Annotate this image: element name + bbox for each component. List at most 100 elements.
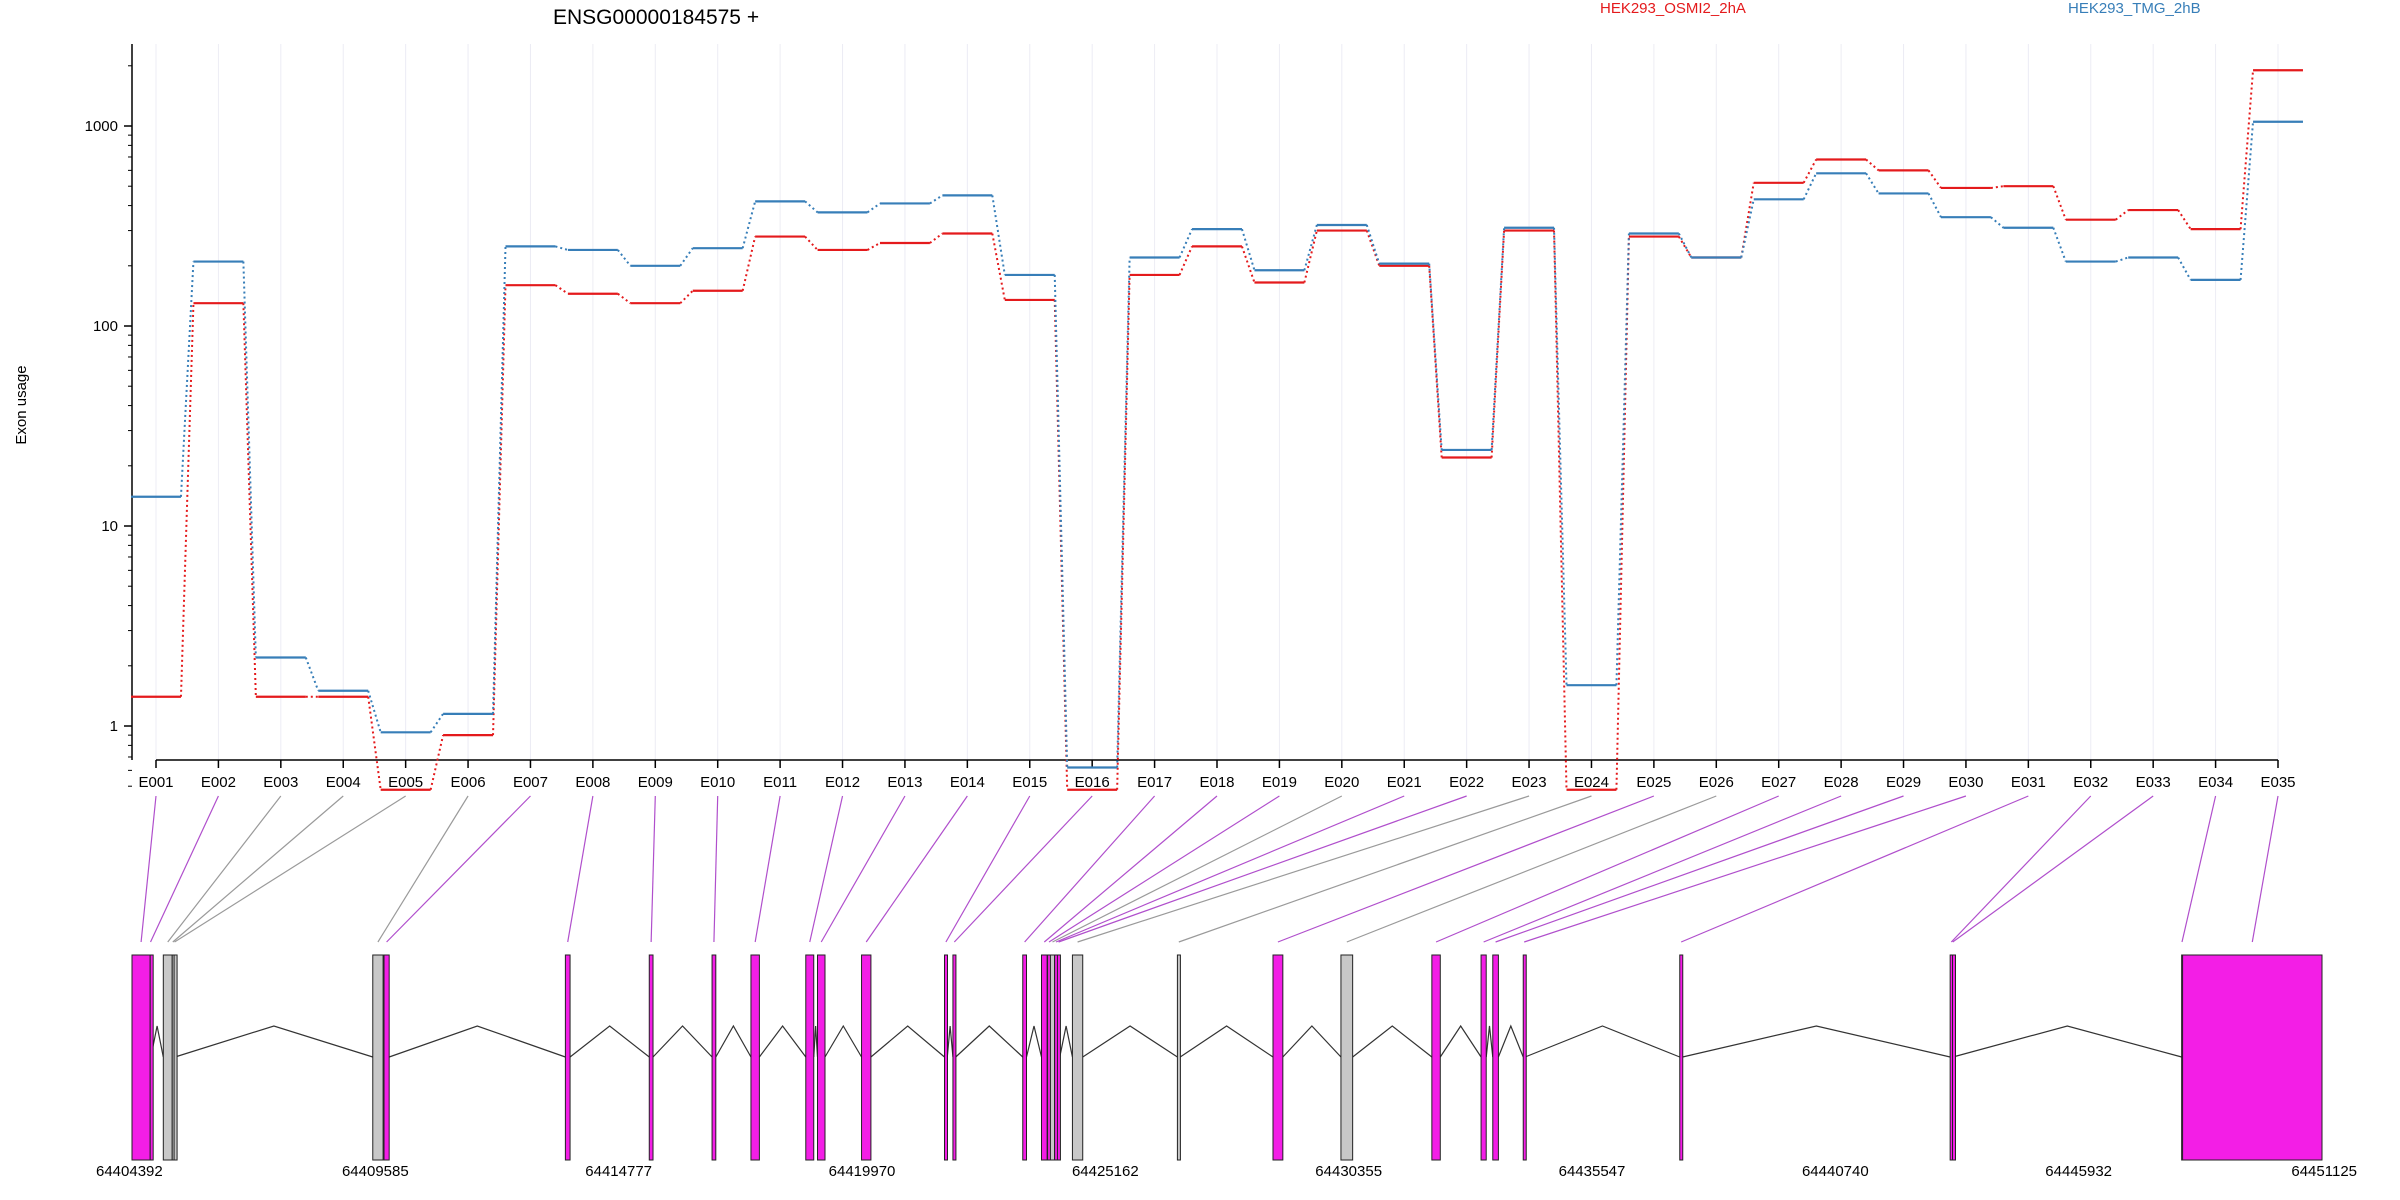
intron-line <box>174 1025 373 1058</box>
intron-line <box>1497 1024 1524 1058</box>
series-connector <box>1865 172 1880 194</box>
exon-link <box>820 795 906 943</box>
series-connector <box>867 242 881 251</box>
x-tick-label: E034 <box>2198 774 2233 791</box>
intron-line <box>1059 1025 1074 1058</box>
y-tick-label: 10 <box>101 518 118 535</box>
series-connector <box>1116 274 1131 790</box>
axes: 1 10 100 1000 E001 E002 E003 E004 E005 E006 E007 E0… <box>85 44 2296 791</box>
series-connector <box>179 303 195 697</box>
exon-box <box>1040 954 1048 1161</box>
intron-line <box>758 1024 807 1058</box>
exon-link <box>953 795 1093 943</box>
series-connector <box>304 657 320 692</box>
exon-box <box>173 954 178 1161</box>
exon-box <box>131 954 151 1161</box>
x-tick-label: E029 <box>1886 774 1921 791</box>
x-tick-label: E005 <box>388 774 423 791</box>
coordinate-label: 64430355 <box>1315 1163 1382 1180</box>
series-connector <box>1553 227 1568 686</box>
exon-box <box>372 954 384 1161</box>
x-tick-label: E006 <box>451 774 486 791</box>
exon-link <box>149 795 219 943</box>
exon-box <box>1071 954 1084 1161</box>
intron-line <box>813 1025 819 1058</box>
exon-box <box>1022 954 1028 1161</box>
intron-line <box>1352 1025 1433 1058</box>
x-tick-label: E018 <box>1199 774 1234 791</box>
exon-link <box>1952 795 2154 943</box>
series-connector <box>1927 169 1942 189</box>
exon-link <box>377 795 469 943</box>
exon-link <box>754 795 781 943</box>
series-connector <box>1303 224 1318 271</box>
exon-link <box>650 795 656 943</box>
gridlines <box>155 44 2279 760</box>
exon-link <box>1178 795 1592 943</box>
x-tick-label: E028 <box>1824 774 1859 791</box>
exon-link <box>1058 795 1467 943</box>
series-connector <box>804 235 819 251</box>
series-connector <box>1428 263 1443 451</box>
exon-box <box>805 954 815 1161</box>
intron-line <box>946 1025 954 1058</box>
exon-link <box>1077 795 1530 943</box>
exon-box <box>162 954 173 1161</box>
intron-line <box>1682 1025 1951 1058</box>
series-connector <box>741 201 757 249</box>
exon-link <box>1950 795 2092 943</box>
exon-link <box>1052 795 1343 943</box>
x-tick-label: E026 <box>1699 774 1734 791</box>
x-tick-label: E024 <box>1574 774 1609 791</box>
gene-model: 64404392 64409585 64414777 64419970 64425162… <box>96 954 2357 1180</box>
y-axis-label: Exon usage <box>13 365 30 444</box>
intron-line <box>715 1024 752 1058</box>
series-connector <box>1677 236 1693 259</box>
exon-links <box>140 795 2279 943</box>
x-tick-label: E011 <box>763 774 797 791</box>
series-connector <box>429 713 444 733</box>
coordinate-label: 64425162 <box>1072 1163 1139 1180</box>
series-connector <box>367 696 382 790</box>
series-connector <box>929 194 943 205</box>
coordinate-label: 64404392 <box>96 1163 163 1180</box>
exon-box <box>1480 954 1487 1161</box>
series-connector <box>617 249 632 267</box>
intron-line <box>652 1025 713 1058</box>
series-connector <box>1303 230 1318 283</box>
coordinate-label: 64445932 <box>2045 1163 2112 1180</box>
series-connector <box>1365 230 1381 267</box>
exon-link <box>1277 795 1655 943</box>
intron-line <box>1485 1025 1494 1058</box>
series-connector <box>2177 209 2192 230</box>
x-tick-label: E025 <box>1636 774 1671 791</box>
x-tick-label: E010 <box>700 774 735 791</box>
intron-line <box>824 1024 863 1058</box>
x-tick-label: E030 <box>1948 774 1983 791</box>
intron-line <box>1952 1025 2182 1058</box>
series-connector <box>929 232 943 244</box>
legend-series-2: HEK293_TMG_2hB <box>2068 0 2201 17</box>
exon-box <box>861 954 872 1161</box>
series-connector <box>1990 185 2004 189</box>
exon-box <box>1951 954 1956 1161</box>
exon-link <box>809 795 844 943</box>
exon-link <box>1055 795 1405 943</box>
series-connector <box>367 690 382 733</box>
exon-box <box>1679 954 1684 1161</box>
x-tick-label: E021 <box>1387 774 1422 791</box>
x-tick-label: E001 <box>138 774 173 791</box>
x-tick-label: E002 <box>201 774 236 791</box>
exon-link <box>1043 795 1218 943</box>
series-connector <box>679 247 694 267</box>
series-connector <box>1865 158 1880 172</box>
series-connector <box>1241 246 1256 283</box>
x-tick-label: E027 <box>1761 774 1796 791</box>
series-connector <box>866 202 881 214</box>
intron-line <box>1524 1025 1680 1058</box>
x-tick-label: E022 <box>1449 774 1484 791</box>
exon-link <box>713 795 719 943</box>
series-connector <box>2177 257 2192 281</box>
exon-link <box>386 795 531 943</box>
